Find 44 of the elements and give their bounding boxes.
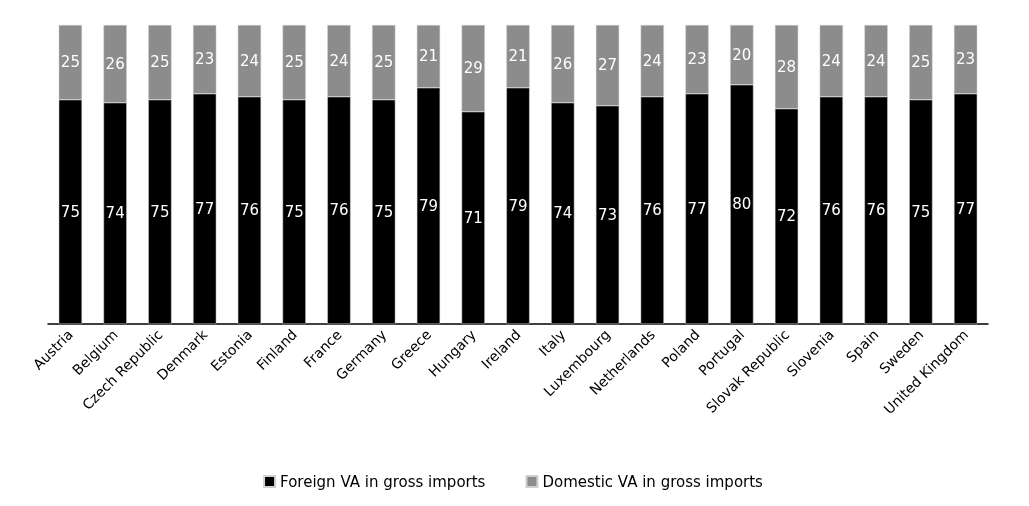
data-label: 76 <box>866 201 886 220</box>
data-label: 77 <box>956 199 976 218</box>
data-label: 23 <box>687 50 707 69</box>
data-label: 26 <box>553 54 573 73</box>
data-label: 25 <box>911 53 931 72</box>
data-label: 26 <box>105 54 125 73</box>
data-label: 75 <box>60 202 80 221</box>
data-label: 21 <box>508 47 528 66</box>
data-label: 28 <box>777 57 797 76</box>
data-label: 75 <box>150 202 170 221</box>
data-label: 73 <box>597 205 618 224</box>
data-label: 75 <box>374 202 394 221</box>
data-label: 20 <box>732 45 752 64</box>
data-label: 24 <box>642 51 662 70</box>
data-label: 75 <box>284 202 304 221</box>
legend-label: Foreign VA in gross imports <box>280 472 486 491</box>
data-label: 23 <box>956 50 976 69</box>
data-label: 25 <box>150 53 170 72</box>
data-label: 24 <box>239 51 259 70</box>
data-label: 25 <box>284 53 304 72</box>
data-label: 76 <box>329 201 349 220</box>
data-label: 75 <box>911 202 931 221</box>
data-label: 77 <box>195 199 215 218</box>
data-label: 72 <box>777 207 797 226</box>
data-label: 24 <box>821 51 841 70</box>
data-label: 71 <box>463 208 483 227</box>
data-label: 76 <box>642 201 662 220</box>
data-label: 76 <box>239 201 259 220</box>
data-label: 24 <box>329 51 349 70</box>
data-label: 77 <box>687 199 707 218</box>
data-label: 79 <box>418 196 439 215</box>
data-label: 25 <box>60 53 80 72</box>
data-label: 80 <box>732 195 752 214</box>
data-label: 79 <box>508 196 528 215</box>
legend-label: Domestic VA in gross imports <box>542 472 764 491</box>
data-label: 76 <box>821 201 841 220</box>
data-label: 29 <box>463 59 483 78</box>
data-label: 74 <box>105 204 125 223</box>
data-label: 24 <box>866 51 886 70</box>
data-label: 21 <box>418 47 439 66</box>
data-label: 74 <box>553 204 573 223</box>
data-label: 23 <box>195 50 215 69</box>
data-label: 27 <box>597 56 618 75</box>
data-label: 25 <box>374 53 394 72</box>
